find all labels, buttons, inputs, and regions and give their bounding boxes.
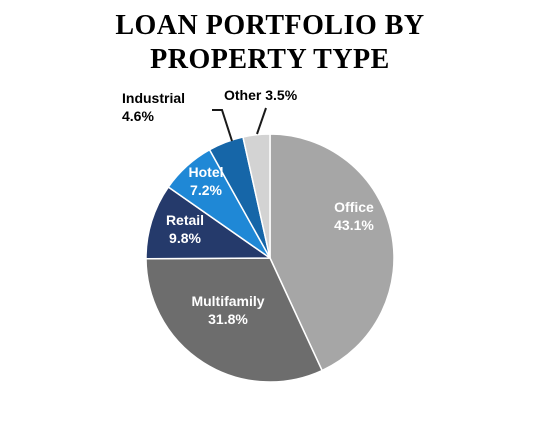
chart-title-line-1: LOAN PORTFOLIO BY	[115, 10, 425, 41]
slice-category-label-retail: Retail	[166, 212, 204, 228]
slice-label-text-other: Other 3.5%	[224, 87, 298, 103]
pie-slice-retail	[145, 186, 271, 260]
slice-label-other: Other 3.5%	[224, 87, 298, 103]
slice-category-label-hotel: Hotel	[189, 164, 224, 180]
slice-label-hotel: Hotel 7.2%	[189, 164, 224, 198]
slice-label-industrial: Industrial 4.6%	[122, 90, 185, 124]
slice-value-label-hotel: 7.2%	[190, 182, 222, 198]
slice-category-label-office: Office	[334, 199, 374, 215]
slice-value-label-industrial: 4.6%	[122, 108, 154, 124]
leader-line-industrial	[212, 109, 233, 142]
slice-category-label-industrial: Industrial	[122, 90, 185, 106]
slice-label-multifamily: Multifamily 31.8%	[191, 293, 264, 327]
chart-title-line-2: PROPERTY TYPE	[150, 44, 390, 75]
slice-label-office: Office 43.1%	[334, 199, 374, 233]
pie-slice-office	[269, 133, 395, 372]
leader-line-other	[256, 107, 267, 135]
slice-category-label-multifamily: Multifamily	[191, 293, 264, 309]
slice-value-label-retail: 9.8%	[169, 230, 201, 246]
slice-value-label-multifamily: 31.8%	[208, 311, 248, 327]
pie-slice-other	[242, 133, 271, 259]
slice-label-retail: Retail 9.8%	[166, 212, 204, 246]
pie-slice-multifamily	[145, 257, 323, 383]
slice-value-label-office: 43.1%	[334, 217, 374, 233]
